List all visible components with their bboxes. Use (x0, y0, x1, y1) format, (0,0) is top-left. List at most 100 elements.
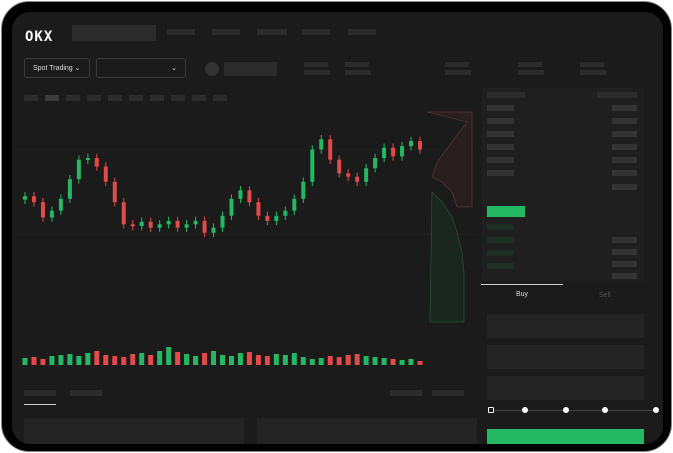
volume-bar (121, 357, 127, 365)
volume-bar (291, 353, 297, 365)
candlestick-chart[interactable] (12, 12, 663, 444)
panel (24, 418, 244, 444)
volume-bar (345, 355, 351, 365)
candle (193, 220, 198, 225)
okx-logo: OKX (25, 29, 54, 45)
slider-handle[interactable] (488, 407, 494, 413)
volume-bar (76, 356, 82, 365)
orderbook-header (487, 92, 525, 98)
candle (256, 202, 261, 216)
stat-label (580, 62, 604, 67)
bid-amount (612, 249, 637, 255)
timeframe-button (192, 95, 206, 101)
timeframe-button (45, 95, 59, 101)
stat-value (445, 70, 471, 75)
volume-bar (31, 357, 37, 365)
timeframe-button (150, 95, 164, 101)
stat-value (304, 70, 330, 75)
ask-amount (612, 184, 637, 190)
timeframe-button (108, 95, 122, 101)
filter-button[interactable] (390, 390, 422, 396)
nav-item[interactable] (302, 29, 330, 35)
volume-bar (103, 355, 109, 365)
nav-item[interactable] (167, 29, 195, 35)
volume-bar (94, 351, 100, 365)
candle (238, 190, 243, 199)
volume-bar (300, 357, 306, 365)
bid-price (487, 224, 514, 230)
volume-bar (309, 359, 315, 365)
volume-bar (381, 358, 387, 365)
bid-amount (612, 237, 637, 243)
nav-item[interactable] (257, 29, 287, 35)
volume-bar (148, 355, 154, 365)
ask-amount (612, 144, 637, 150)
ask-amount (612, 131, 637, 137)
candle (31, 196, 36, 203)
candle (229, 198, 234, 216)
orderbook-header (597, 92, 637, 98)
total-input[interactable] (487, 376, 644, 400)
candle (409, 141, 414, 147)
volume-bar (255, 355, 261, 365)
volume-bar (417, 361, 423, 365)
ask-amount (612, 170, 637, 176)
volume-bar (246, 352, 252, 365)
tab-orders[interactable] (24, 390, 56, 396)
candle (382, 147, 387, 158)
volume-bar (175, 352, 181, 365)
volume-bar (399, 360, 405, 365)
search-bar[interactable] (72, 25, 156, 41)
volume-bar (67, 354, 73, 365)
buy-button[interactable] (487, 429, 644, 444)
stat-label (445, 62, 469, 67)
slider-step[interactable] (602, 407, 608, 413)
volume-bar (390, 359, 396, 365)
nav-item[interactable] (212, 29, 240, 35)
slider-step[interactable] (653, 407, 659, 413)
amount-input[interactable] (487, 345, 644, 369)
volume-bar (408, 359, 414, 365)
candle (130, 224, 135, 227)
candle (202, 220, 207, 233)
bid-amount (612, 261, 637, 267)
tab-buy[interactable]: Buy (516, 291, 529, 298)
candle (175, 220, 180, 228)
pair-price (224, 62, 277, 76)
volume-bar (166, 347, 172, 365)
nav-item[interactable] (348, 29, 376, 35)
candle (166, 220, 171, 225)
pair-dropdown[interactable]: ⌄ (96, 58, 186, 78)
stat-value (345, 70, 371, 75)
candle (391, 147, 396, 157)
slider-step[interactable] (522, 407, 528, 413)
candle (121, 202, 126, 225)
volume-bar (22, 358, 28, 365)
bid-price (487, 237, 514, 243)
tab-history[interactable] (70, 390, 102, 396)
volume-bar (130, 354, 136, 365)
volume-bar (112, 356, 118, 365)
buy-tab-underline (481, 284, 563, 285)
candle (346, 173, 351, 177)
amount-slider[interactable] (488, 407, 659, 413)
volume-bar (139, 353, 145, 365)
spot-trading-dropdown[interactable]: Spot Trading ⌄ (24, 58, 90, 78)
candle (220, 215, 225, 228)
candle (265, 215, 270, 221)
volume-bar (264, 356, 270, 365)
volume-bar (327, 356, 333, 365)
tab-sell[interactable]: Sell (599, 292, 611, 299)
candle (49, 210, 54, 218)
volume-bar (49, 356, 55, 365)
candle (283, 210, 288, 216)
price-input[interactable] (487, 314, 644, 338)
candle (247, 190, 252, 203)
candle (328, 139, 333, 160)
order-book (482, 88, 644, 281)
candle (301, 181, 306, 199)
candle (184, 224, 189, 228)
last-price (487, 206, 525, 217)
filter-button[interactable] (432, 390, 464, 396)
slider-step[interactable] (563, 407, 569, 413)
